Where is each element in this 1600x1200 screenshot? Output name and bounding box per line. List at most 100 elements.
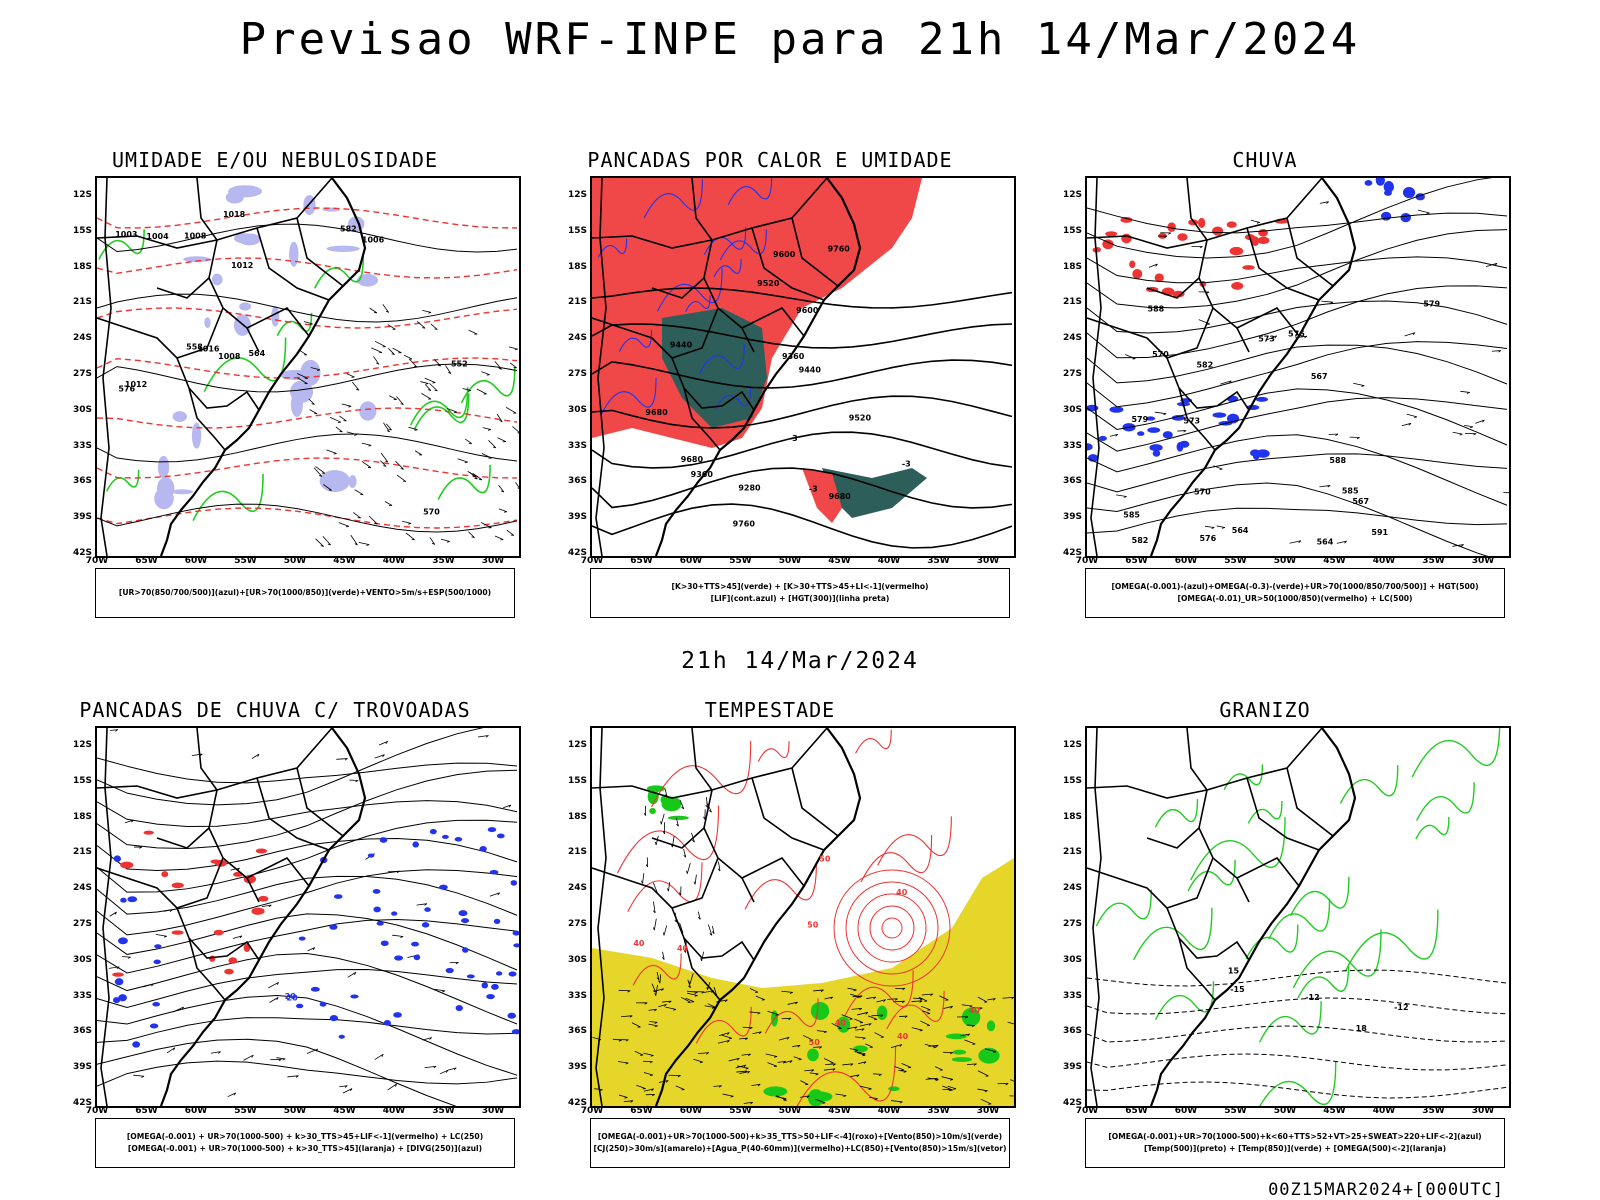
wind-850-vector (662, 925, 668, 936)
wind-850-vector (854, 1018, 864, 1024)
flow-arrow (1289, 540, 1302, 544)
precip-red-area (1231, 282, 1244, 290)
contour-label: 40 (835, 1018, 847, 1027)
wind-850-vector (678, 886, 682, 896)
wind-vector (408, 426, 418, 431)
wind-vector (373, 356, 380, 365)
wind-vector (335, 426, 343, 433)
lat-tick-label: 21S (1062, 297, 1082, 308)
flow-arrow (268, 981, 280, 989)
lifted-index-contour (618, 330, 653, 352)
flow-arrow (1160, 232, 1172, 235)
contour-label: 585 (1123, 511, 1140, 520)
temp-850-contour (1133, 907, 1213, 961)
wind-850-vector (735, 1064, 747, 1069)
lat-tick-label: 12S (567, 190, 587, 200)
legend-line: [OMEGA(-0.001)+UR>70(1000-500)+k<60+TTS>… (1108, 1132, 1482, 1141)
wind-850-vector (928, 1044, 939, 1048)
wind-850-area (876, 1005, 888, 1021)
lat-tick-label: 33S (567, 990, 587, 1001)
humidity-shade (289, 241, 299, 267)
wind-vector (515, 482, 519, 489)
flow-arrow (109, 911, 117, 917)
lon-tick-label: 45W (828, 556, 851, 566)
country-border (1246, 227, 1320, 301)
flow-arrow (1475, 419, 1485, 424)
precipitable-water-contour (632, 953, 682, 986)
temp-850-contour (1344, 909, 1439, 972)
temp-850-contour (1154, 981, 1215, 1020)
wind-vector (384, 501, 393, 506)
rh-low-level-contour (203, 337, 287, 393)
lon-tick-label: 45W (828, 1106, 851, 1116)
contour-label: -12 (1305, 993, 1319, 1002)
contour-label: 579 (1423, 300, 1440, 309)
temp-500-contour (1087, 1081, 1508, 1099)
wind-850-vector (643, 1072, 654, 1077)
wind-850-vector (960, 1033, 971, 1037)
wind-850-vector (717, 1040, 730, 1044)
contour-label: 9680 (829, 492, 852, 501)
lon-tick-label: 50W (1273, 556, 1297, 566)
country-border (651, 827, 705, 849)
wind-850-vector (739, 1037, 749, 1041)
temp-850-contour (1339, 765, 1399, 804)
lat-tick-label: 30S (72, 404, 92, 415)
humidity-shade (171, 489, 194, 495)
precip-red-area (1177, 233, 1188, 241)
wind-850-vector (901, 1062, 912, 1069)
lon-tick-label: 45W (1323, 1106, 1346, 1116)
wind-850-vector (966, 1024, 975, 1028)
flow-arrow (1319, 485, 1331, 488)
flow-arrow (1213, 465, 1223, 470)
wind-850-vector (652, 901, 656, 914)
wind-850-vector (1010, 1079, 1014, 1082)
wind-vector (498, 508, 508, 513)
temp-850-contour (1297, 964, 1350, 999)
thickness-contour (97, 407, 518, 429)
lat-tick-label: 42S (567, 1098, 587, 1108)
flow-arrow (1401, 422, 1412, 427)
lon-tick-label: 65W (630, 556, 653, 566)
panel-title: PANCADAS DE CHUVA C/ TROVOADAS (79, 698, 471, 722)
wind-850-vector (804, 1069, 815, 1072)
streamline (1087, 256, 1508, 284)
precip-red-area (1258, 229, 1268, 237)
lat-tick-label: 15S (567, 225, 587, 236)
humidity-shade (271, 305, 280, 327)
divergence-dot (118, 994, 127, 1002)
divergence-dot (496, 833, 505, 839)
divergence-dot (393, 1012, 402, 1018)
wind-850-vector (687, 992, 698, 997)
wind-vector (429, 537, 436, 545)
wind-vector (446, 408, 457, 413)
rh-low-level-contour (460, 367, 516, 404)
humidity-shade (238, 233, 261, 246)
wind-vector (323, 484, 332, 491)
wind-vector (338, 522, 350, 528)
precipitable-water-contour (627, 862, 703, 913)
lon-tick-label: 40W (1372, 556, 1396, 566)
wind-vector (482, 427, 492, 431)
precip-blue-area (1375, 178, 1385, 186)
thickness-contour (97, 357, 518, 379)
map-trovoadas: 20 20 (95, 726, 521, 1108)
country-border (246, 306, 310, 337)
precip-blue-area (1381, 211, 1392, 221)
wind-850-vector (688, 973, 694, 985)
divergence-dot (113, 855, 121, 863)
flow-arrow (1220, 380, 1232, 385)
streamline (97, 1038, 457, 1106)
wind-850-vector (736, 1070, 748, 1074)
wind-vector (341, 403, 352, 408)
wind-850-vector (728, 1057, 740, 1062)
contour-label: 9520 (849, 413, 872, 422)
lat-tick-label: 24S (567, 883, 587, 894)
contour-label: 9600 (773, 250, 796, 259)
lat-axis: 12S 15S 18S 21S 24S 27S 30S 33S 36S 39S 42S (553, 726, 587, 1108)
wind-850-vector (666, 882, 671, 892)
wind-850-vector (767, 1010, 779, 1016)
storm-area (209, 955, 216, 962)
lon-tick-label: 40W (1372, 1106, 1396, 1116)
rh-low-level-contour (313, 255, 365, 289)
